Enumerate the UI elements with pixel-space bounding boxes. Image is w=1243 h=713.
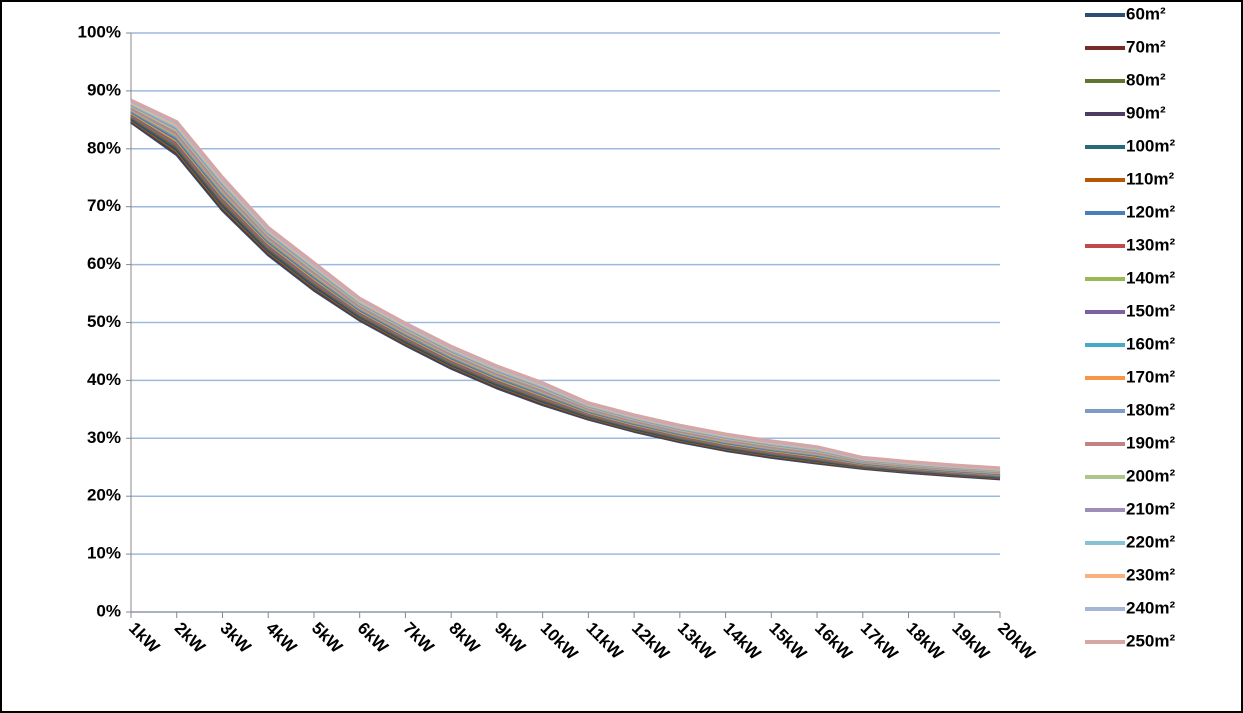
y-tick-label: 20%: [87, 486, 121, 505]
y-tick-label: 30%: [87, 428, 121, 447]
y-tick-label: 80%: [87, 138, 121, 157]
y-tick-label: 0%: [96, 601, 121, 620]
legend-label: 100m²: [1126, 136, 1175, 155]
y-tick-label: 10%: [87, 544, 121, 563]
legend-label: 120m²: [1126, 202, 1175, 221]
y-tick-label: 90%: [87, 80, 121, 99]
y-tick-label: 60%: [87, 254, 121, 273]
y-tick-label: 70%: [87, 196, 121, 215]
legend-label: 110m²: [1126, 169, 1175, 188]
legend-label: 240m²: [1126, 598, 1175, 617]
legend-label: 170m²: [1126, 367, 1175, 386]
legend-label: 190m²: [1126, 433, 1175, 452]
y-tick-label: 50%: [87, 312, 121, 331]
legend-label: 220m²: [1126, 532, 1175, 551]
legend-label: 210m²: [1126, 499, 1175, 518]
legend-label: 200m²: [1126, 466, 1175, 485]
legend-label: 80m²: [1126, 70, 1166, 89]
y-tick-label: 100%: [78, 22, 121, 41]
legend-label: 230m²: [1126, 565, 1175, 584]
legend-label: 60m²: [1126, 4, 1166, 23]
legend-label: 250m²: [1126, 631, 1175, 650]
legend-label: 160m²: [1126, 334, 1175, 353]
legend-label: 130m²: [1126, 235, 1175, 254]
legend-label: 90m²: [1126, 103, 1166, 122]
series-line: [130, 98, 1001, 470]
y-tick-label: 40%: [87, 370, 121, 389]
legend-label: 150m²: [1126, 301, 1175, 320]
legend-label: 70m²: [1126, 37, 1166, 56]
legend-label: 180m²: [1126, 400, 1175, 419]
legend-label: 140m²: [1126, 268, 1175, 287]
